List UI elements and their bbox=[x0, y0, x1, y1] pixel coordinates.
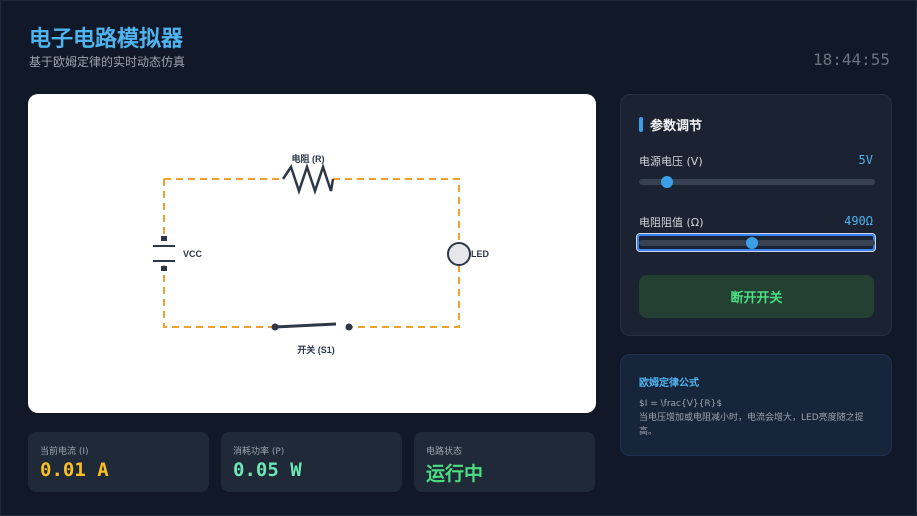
power-card: 消耗功率 (P) 0.05 W bbox=[221, 432, 402, 492]
resistor-label: 电阻 (R) bbox=[292, 153, 325, 164]
voltage-slider-thumb[interactable] bbox=[661, 176, 674, 188]
resistance-value: 490Ω bbox=[844, 214, 873, 228]
formula-text: $I = \frac{V}{R}$ bbox=[639, 399, 723, 409]
current-value: 0.01 A bbox=[40, 459, 109, 481]
circuit-wire bbox=[163, 178, 460, 328]
controls-heading: 参数调节 bbox=[639, 115, 702, 134]
led[interactable] bbox=[447, 242, 471, 266]
controls-panel: 参数调节 电源电压 (V) 5V 电阻阻值 (Ω) 490Ω 断开开关 bbox=[620, 94, 892, 336]
clock: 18:44:55 bbox=[812, 50, 890, 69]
led-label: LED bbox=[471, 249, 490, 259]
current-label: 当前电流 (I) bbox=[40, 447, 89, 457]
resistance-label: 电阻阻值 (Ω) bbox=[639, 216, 704, 229]
resistor[interactable] bbox=[281, 163, 335, 195]
resistance-slider-thumb[interactable] bbox=[746, 237, 759, 249]
battery[interactable] bbox=[153, 236, 175, 271]
accent-bar bbox=[639, 117, 643, 132]
power-value: 0.05 W bbox=[233, 459, 302, 481]
status-label: 电路状态 bbox=[426, 447, 463, 457]
formula-title: 欧姆定律公式 bbox=[639, 378, 699, 389]
power-label: 消耗功率 (P) bbox=[233, 447, 285, 457]
voltage-slider[interactable] bbox=[639, 176, 875, 188]
resistance-slider[interactable] bbox=[639, 237, 875, 249]
voltage-value: 5V bbox=[858, 153, 873, 167]
circuit-canvas: 电阻 (R) VCC LED 开关 (S1) bbox=[28, 94, 596, 413]
status-value: 运行中 bbox=[426, 463, 484, 485]
switch-label: 开关 (S1) bbox=[297, 344, 335, 355]
app-subtitle: 基于欧姆定律的实时动态仿真 bbox=[29, 55, 186, 69]
formula-description: 当电压增加或电阻减小时，电流会增大，LED亮度随之提高。 bbox=[639, 413, 864, 437]
controls-title: 参数调节 bbox=[650, 119, 703, 134]
app-title: 电子电路模拟器 bbox=[29, 27, 184, 52]
formula-card: 欧姆定律公式 $I = \frac{V}{R}$ 当电压增加或电阻减小时，电流会… bbox=[620, 354, 892, 456]
battery-label: VCC bbox=[183, 249, 203, 259]
status-card: 电路状态 运行中 bbox=[414, 432, 595, 492]
switch[interactable] bbox=[271, 322, 353, 331]
toggle-switch-button[interactable]: 断开开关 bbox=[639, 275, 874, 318]
current-card: 当前电流 (I) 0.01 A bbox=[28, 432, 209, 492]
voltage-label: 电源电压 (V) bbox=[639, 155, 703, 168]
